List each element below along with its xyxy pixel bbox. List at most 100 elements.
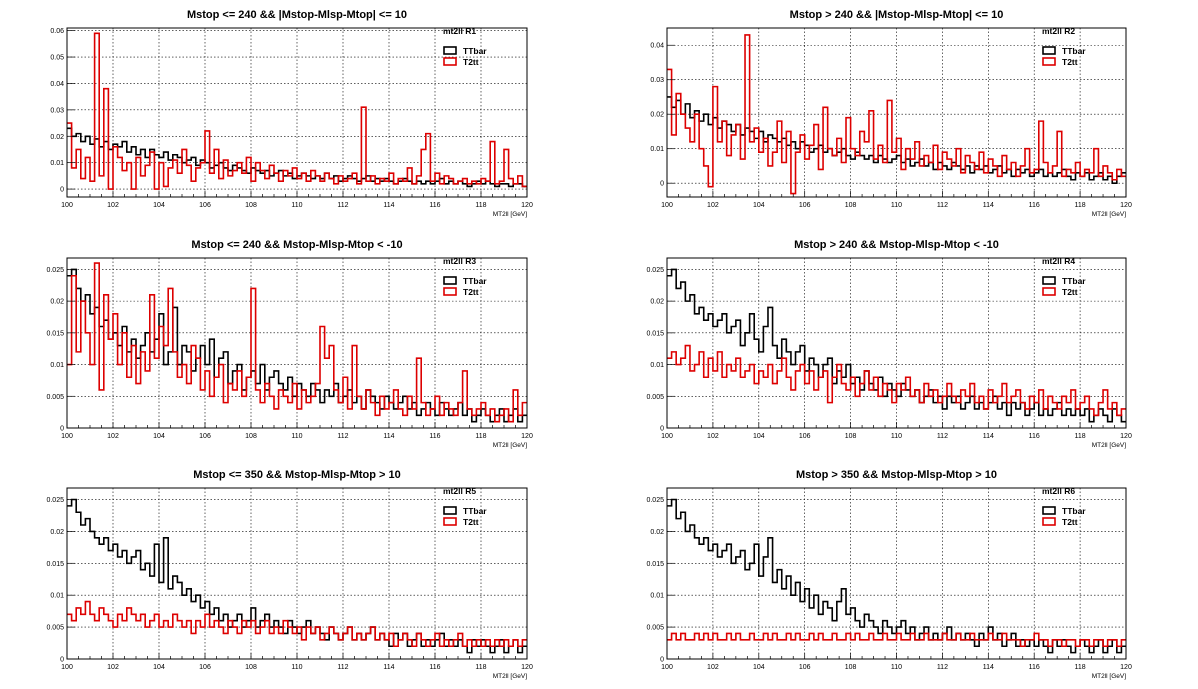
series-ttbar-histogram — [667, 498, 1126, 654]
x-tick-label: 110 — [891, 664, 902, 671]
x-axis-label: MT2ll [GeV] — [493, 673, 528, 680]
y-tick-label: 0.015 — [46, 330, 64, 337]
pad-title: Mstop <= 240 && |Mstop-Mlsp-Mtop| <= 10 — [187, 9, 407, 21]
legend-swatch — [1042, 287, 1056, 296]
x-tick-label: 118 — [475, 664, 486, 671]
x-axis-label: MT2ll [GeV] — [1092, 442, 1127, 449]
x-tick-label: 110 — [891, 433, 902, 440]
series-t2tt-histogram — [667, 34, 1126, 195]
y-tick-label: 0.05 — [50, 55, 64, 62]
x-tick-label: 112 — [337, 433, 348, 440]
y-tick-label: 0 — [60, 426, 64, 433]
legend-swatch — [443, 287, 457, 296]
y-tick-label: 0.01 — [50, 160, 64, 167]
y-tick-label: 0.01 — [50, 593, 64, 600]
legend-label: T2tt — [463, 517, 479, 527]
pad-title: Mstop > 240 && Mstop-Mlsp-Mtop < -10 — [794, 239, 999, 251]
y-tick-label: 0.025 — [46, 267, 64, 274]
y-tick-label: 0.04 — [50, 81, 64, 88]
x-axis-label: MT2ll [GeV] — [493, 211, 528, 218]
x-tick-label: 108 — [245, 202, 257, 209]
series-t2tt-histogram — [67, 262, 527, 423]
legend-swatch — [443, 276, 457, 285]
x-axis-label: MT2ll [GeV] — [1092, 211, 1127, 218]
legend-swatch — [1042, 517, 1056, 526]
x-tick-label: 100 — [61, 433, 73, 440]
y-tick-label: 0.01 — [650, 146, 664, 153]
pad-title: Mstop <= 350 && Mstop-Mlsp-Mtop > 10 — [193, 469, 401, 481]
x-tick-label: 104 — [153, 664, 165, 671]
y-tick-label: 0.02 — [50, 529, 64, 536]
legend-label: TTbar — [463, 276, 487, 286]
x-tick-label: 102 — [107, 202, 119, 209]
x-tick-label: 110 — [291, 664, 302, 671]
x-tick-label: 114 — [983, 433, 994, 440]
x-tick-label: 102 — [107, 433, 119, 440]
y-tick-label: 0.01 — [650, 593, 664, 600]
x-tick-label: 108 — [845, 664, 857, 671]
histogram-name: mt2ll R5 — [443, 486, 476, 496]
x-tick-label: 104 — [153, 433, 165, 440]
histogram-pad-3: Mstop <= 240 && Mstop-Mlsp-Mtop < -10 100… — [46, 239, 532, 449]
y-tick-label: 0 — [660, 426, 664, 433]
x-tick-label: 120 — [1120, 433, 1132, 440]
x-tick-label: 112 — [937, 664, 948, 671]
x-tick-label: 116 — [1029, 433, 1040, 440]
histogram-pad-2: Mstop > 240 && |Mstop-Mlsp-Mtop| <= 10 10… — [650, 9, 1132, 218]
x-tick-label: 112 — [937, 433, 948, 440]
y-tick-label: 0.03 — [650, 77, 664, 84]
x-tick-label: 116 — [429, 202, 440, 209]
x-tick-label: 120 — [1120, 664, 1132, 671]
x-tick-label: 120 — [521, 202, 533, 209]
x-tick-label: 114 — [383, 433, 394, 440]
legend-label: TTbar — [1062, 506, 1086, 516]
x-tick-label: 120 — [521, 433, 533, 440]
y-tick-label: 0.025 — [46, 497, 64, 504]
x-tick-label: 118 — [1075, 202, 1086, 209]
x-tick-label: 118 — [1075, 433, 1086, 440]
x-tick-label: 104 — [753, 433, 765, 440]
x-tick-label: 106 — [799, 433, 811, 440]
legend-label: T2tt — [463, 57, 479, 67]
legend-swatch — [1042, 506, 1056, 515]
legend-label: TTbar — [463, 46, 487, 56]
x-tick-label: 110 — [291, 202, 302, 209]
x-tick-label: 112 — [337, 664, 348, 671]
x-tick-label: 108 — [845, 202, 857, 209]
y-tick-label: 0 — [60, 187, 64, 194]
y-tick-label: 0 — [660, 181, 664, 188]
legend-swatch — [443, 506, 457, 515]
x-tick-label: 114 — [383, 664, 394, 671]
x-tick-label: 102 — [107, 664, 119, 671]
series-t2tt-histogram — [667, 632, 1126, 648]
legend-label: TTbar — [463, 506, 487, 516]
x-tick-label: 100 — [661, 664, 673, 671]
series-t2tt-histogram — [67, 600, 527, 648]
x-tick-label: 100 — [661, 433, 673, 440]
y-tick-label: 0.005 — [646, 625, 664, 632]
legend-swatch — [443, 57, 457, 66]
y-tick-label: 0.005 — [46, 394, 64, 401]
x-tick-label: 118 — [475, 202, 486, 209]
x-tick-label: 120 — [1120, 202, 1132, 209]
histogram-name: mt2ll R4 — [1042, 256, 1075, 266]
histogram-pad-6: Mstop > 350 && Mstop-Mlsp-Mtop > 10 100 10… — [646, 469, 1131, 680]
legend-label: TTbar — [1062, 276, 1086, 286]
y-tick-label: 0.01 — [650, 362, 664, 369]
y-tick-label: 0.01 — [50, 362, 64, 369]
x-tick-label: 116 — [429, 433, 440, 440]
x-tick-label: 114 — [983, 202, 994, 209]
histogram-name: mt2ll R2 — [1042, 26, 1075, 36]
x-tick-label: 100 — [661, 202, 673, 209]
x-tick-label: 116 — [429, 664, 440, 671]
x-tick-label: 104 — [153, 202, 165, 209]
histogram-pad-4: Mstop > 240 && Mstop-Mlsp-Mtop < -10 100 1… — [646, 239, 1131, 449]
x-tick-label: 110 — [291, 433, 302, 440]
x-tick-label: 102 — [707, 664, 719, 671]
series-t2tt-histogram — [67, 32, 527, 190]
legend-swatch — [1042, 276, 1056, 285]
histogram-pad-5: Mstop <= 350 && Mstop-Mlsp-Mtop > 10 100 1… — [46, 469, 532, 680]
x-tick-label: 100 — [61, 664, 73, 671]
y-tick-label: 0.02 — [650, 112, 664, 119]
